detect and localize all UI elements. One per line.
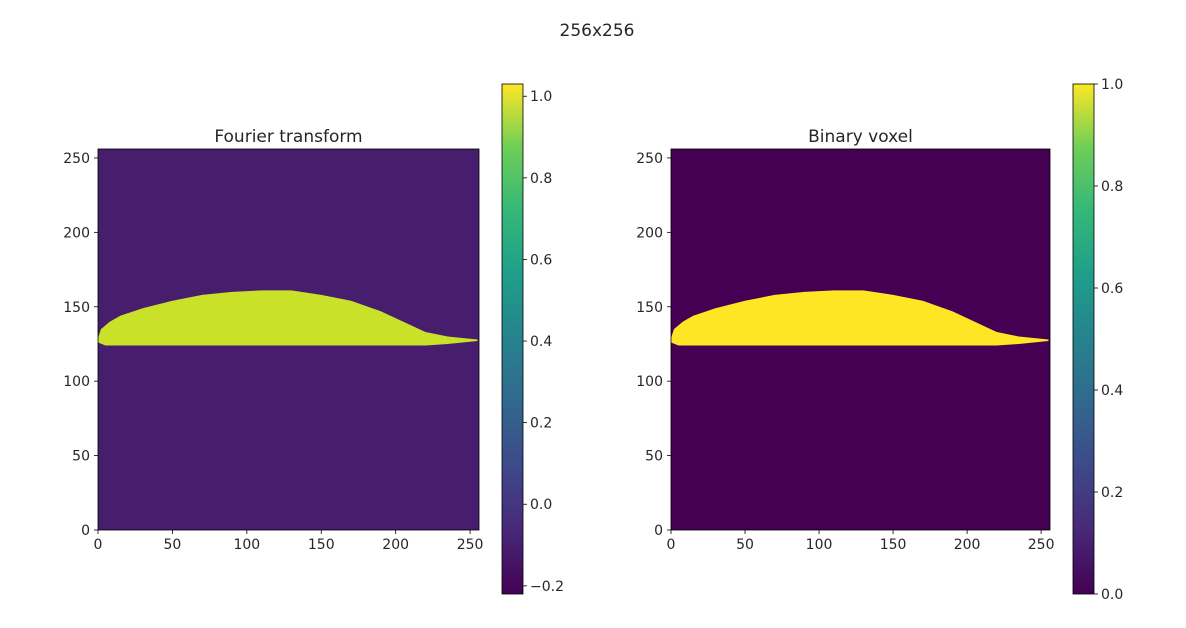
- colorbar: [502, 84, 523, 594]
- x-tick-label: 100: [806, 537, 833, 553]
- colorbar-tick-label: −0.2: [530, 579, 564, 595]
- y-tick-label: 50: [645, 449, 663, 465]
- colorbar-tick-label: 1.0: [530, 89, 552, 105]
- colorbar-tick-label: 0.8: [1101, 179, 1123, 195]
- colorbar-tick-label: 0.0: [530, 497, 552, 513]
- plot-binary-voxel: Binary voxel 0 50 100 150 200 250 0 50 100 150 200 2…: [636, 77, 1123, 603]
- colorbar-tick-label: 1.0: [1101, 77, 1123, 93]
- x-tick-label: 100: [233, 537, 260, 553]
- colorbar-tick-label: 0.2: [530, 416, 552, 432]
- x-tick-label: 50: [164, 537, 182, 553]
- heatmap-shape-airfoil: [671, 290, 1049, 346]
- x-tick-label: 50: [736, 537, 754, 553]
- y-tick-label: 100: [636, 374, 663, 390]
- y-tick-label: 150: [63, 300, 90, 316]
- y-tick-label: 250: [63, 151, 90, 167]
- x-tick-label: 0: [94, 537, 103, 553]
- axes-frame: [670, 148, 1051, 531]
- colorbar-tick-label: 0.0: [1101, 587, 1123, 603]
- axes-frame: [97, 148, 480, 531]
- y-tick-label: 250: [636, 151, 663, 167]
- x-tick-label: 250: [1028, 537, 1055, 553]
- x-tick-label: 0: [667, 537, 676, 553]
- figure-suptitle: 256x256: [560, 21, 635, 41]
- colorbar-tick-label: 0.6: [1101, 281, 1123, 297]
- plot-title-fourier-transform: Fourier transform: [214, 127, 362, 147]
- colorbar-tick-label: 0.4: [1101, 383, 1123, 399]
- plot-title-binary-voxel: Binary voxel: [808, 127, 913, 147]
- y-tick-label: 100: [63, 374, 90, 390]
- colorbar-frame: [501, 83, 524, 595]
- y-tick-label: 0: [654, 523, 663, 539]
- y-tick-label: 150: [636, 300, 663, 316]
- x-tick-label: 200: [954, 537, 981, 553]
- x-tick-label: 150: [880, 537, 907, 553]
- y-tick-label: 50: [72, 449, 90, 465]
- x-tick-label: 250: [457, 537, 484, 553]
- colorbar-tick-label: 0.2: [1101, 485, 1123, 501]
- colorbar-tick-label: 0.6: [530, 252, 552, 268]
- x-tick-label: 200: [382, 537, 409, 553]
- x-tick-label: 150: [308, 537, 335, 553]
- y-tick-label: 200: [636, 225, 663, 241]
- colorbar-tick-label: 0.8: [530, 171, 552, 187]
- y-tick-label: 0: [81, 523, 90, 539]
- colorbar-tick-label: 0.4: [530, 334, 552, 350]
- heatmap-shape-airfoil: [98, 290, 478, 346]
- colorbar-frame: [1072, 83, 1095, 595]
- plot-fourier-transform: Fourier transform 0 50 100 150 200 250 0 50 100 15…: [63, 83, 564, 595]
- colorbar: [1073, 84, 1094, 594]
- y-tick-label: 200: [63, 225, 90, 241]
